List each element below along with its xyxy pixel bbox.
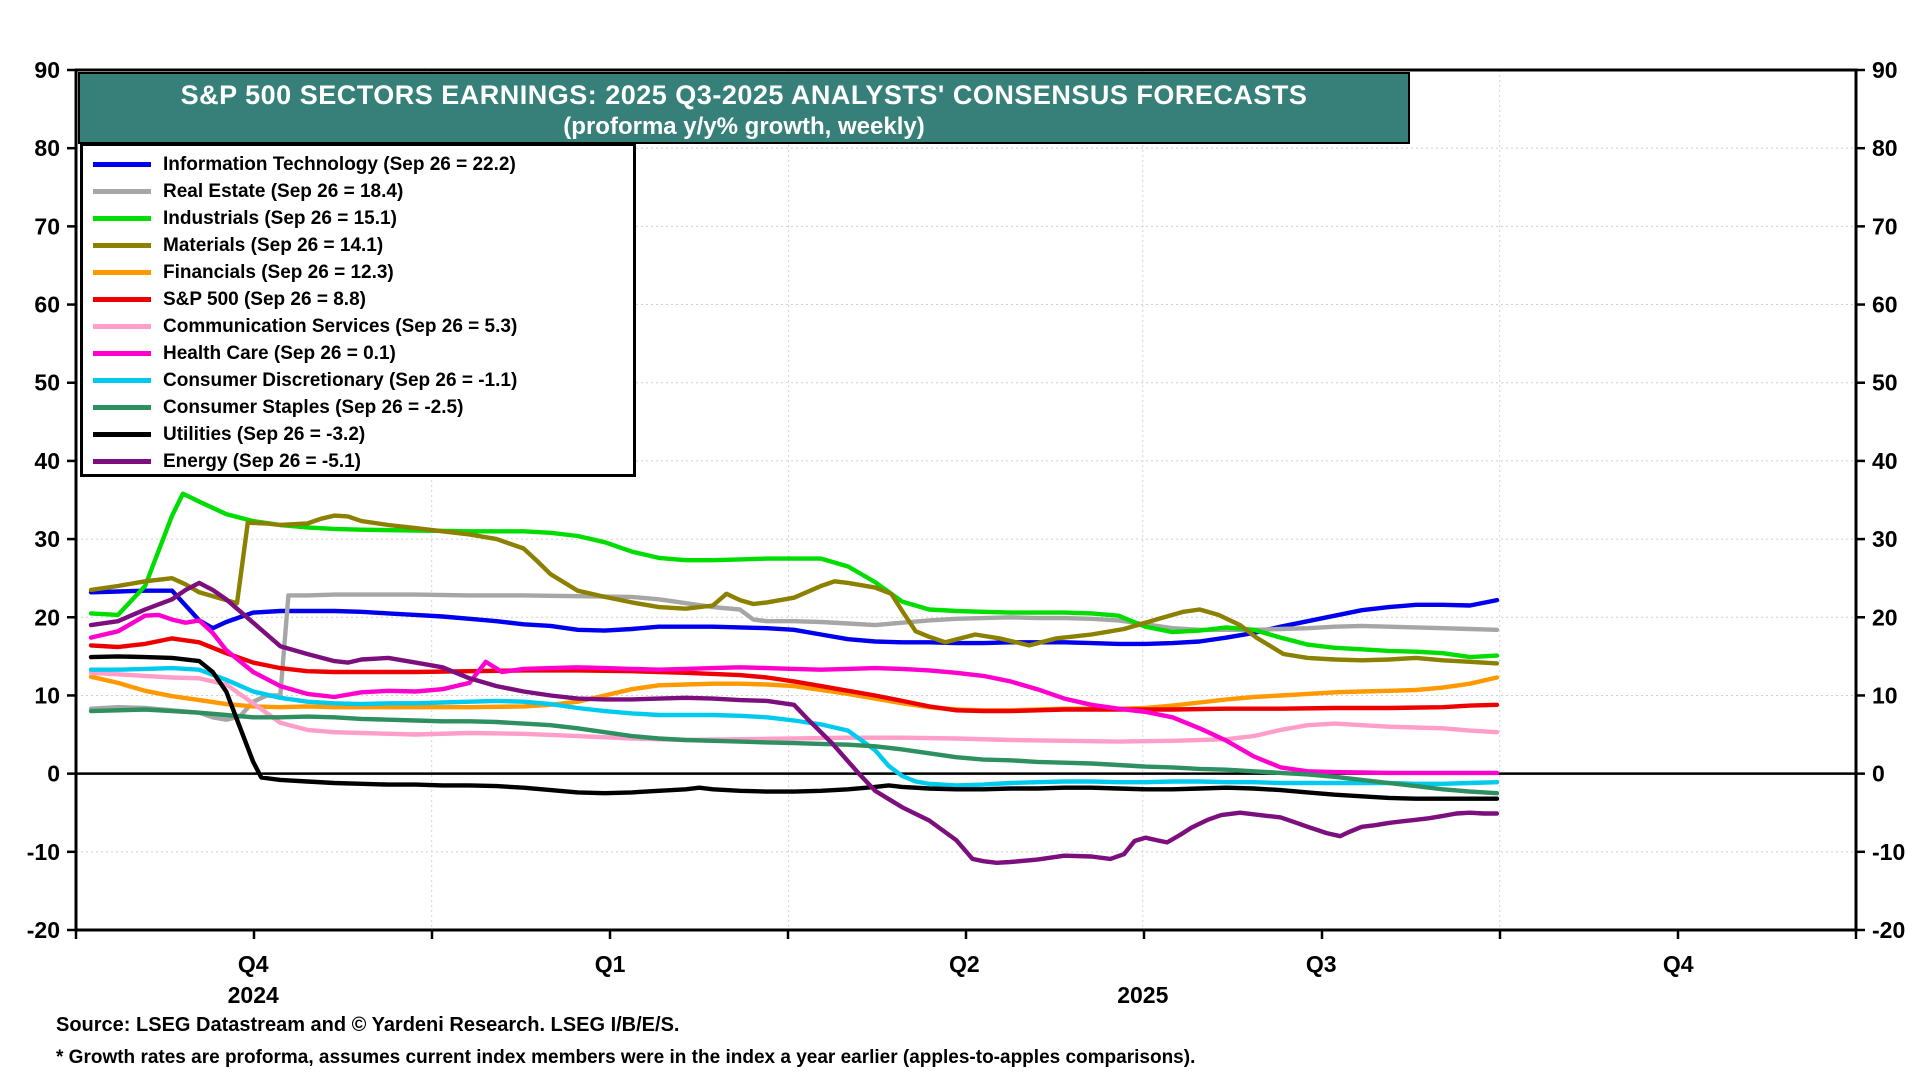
y-axis-label-left: 80	[34, 135, 60, 161]
legend-label: Financials (Sep 26 = 12.3)	[163, 261, 394, 283]
legend-item-industrials: Industrials (Sep 26 = 15.1)	[83, 205, 633, 232]
chart-title-banner: S&P 500 SECTORS EARNINGS: 2025 Q3-2025 A…	[78, 72, 1410, 144]
chart-subtitle: (proforma y/y% growth, weekly)	[563, 113, 925, 140]
y-axis-label-left: 0	[47, 761, 60, 787]
legend-color-swatch	[93, 162, 151, 167]
y-axis-label-right: 60	[1872, 292, 1898, 318]
legend-color-swatch	[93, 405, 151, 410]
y-axis-label-right: 0	[1872, 761, 1885, 787]
legend-label: Communication Services (Sep 26 = 5.3)	[163, 315, 518, 337]
y-axis-label-left: 90	[34, 57, 60, 83]
y-axis-label-left: 60	[34, 292, 60, 318]
legend-item-consumer-staples: Consumer Staples (Sep 26 = -2.5)	[83, 394, 633, 421]
legend-label: Materials (Sep 26 = 14.1)	[163, 234, 384, 256]
legend-label: Health Care (Sep 26 = 0.1)	[163, 342, 396, 364]
legend-label: Consumer Discretionary (Sep 26 = -1.1)	[163, 369, 518, 391]
y-axis-label-right: 90	[1872, 57, 1898, 83]
legend-color-swatch	[93, 216, 151, 221]
y-axis-label-right: -20	[1872, 917, 1905, 943]
y-axis-label-left: 50	[34, 370, 60, 396]
legend-color-swatch	[93, 351, 151, 356]
y-axis-label-right: 20	[1872, 604, 1898, 630]
y-axis-label-right: -10	[1872, 839, 1905, 865]
y-axis-label-left: -10	[27, 839, 60, 865]
x-axis-quarter-label: Q1	[595, 951, 626, 977]
x-axis-year-label: 2024	[228, 982, 279, 1008]
legend-item-health-care: Health Care (Sep 26 = 0.1)	[83, 340, 633, 367]
y-axis-label-right: 80	[1872, 135, 1898, 161]
y-axis-label-right: 40	[1872, 448, 1898, 474]
legend-label: Consumer Staples (Sep 26 = -2.5)	[163, 396, 464, 418]
legend-item-communication-services: Communication Services (Sep 26 = 5.3)	[83, 313, 633, 340]
series-line-s-p-500	[88, 636, 1500, 714]
series-line-industrials	[88, 491, 1500, 660]
legend-color-swatch	[93, 189, 151, 194]
legend-item-information-technology: Information Technology (Sep 26 = 22.2)	[83, 151, 633, 178]
x-axis-quarter-label: Q4	[238, 951, 269, 977]
series-line-utilities	[88, 654, 1500, 801]
legend-label: Energy (Sep 26 = -5.1)	[163, 450, 361, 472]
series-line-materials	[88, 513, 1500, 666]
legend-item-real-estate: Real Estate (Sep 26 = 18.4)	[83, 178, 633, 205]
legend-item-energy: Energy (Sep 26 = -5.1)	[83, 448, 633, 475]
legend-color-swatch	[93, 297, 151, 302]
y-axis-label-left: 70	[34, 213, 60, 239]
x-axis-quarter-label: Q2	[949, 951, 980, 977]
legend-label: Real Estate (Sep 26 = 18.4)	[163, 180, 404, 202]
y-axis-label-right: 10	[1872, 682, 1898, 708]
legend-item-financials: Financials (Sep 26 = 12.3)	[83, 259, 633, 286]
y-axis-label-left: 20	[34, 604, 60, 630]
legend-color-swatch	[93, 432, 151, 437]
y-axis-label-left: 30	[34, 526, 60, 552]
series-line-health-care	[88, 612, 1500, 776]
legend-label: Industrials (Sep 26 = 15.1)	[163, 207, 397, 229]
y-axis-label-left: -20	[27, 917, 60, 943]
series-line-consumer-staples	[88, 707, 1500, 796]
legend-label: Information Technology (Sep 26 = 22.2)	[163, 153, 516, 175]
series-line-financials	[88, 674, 1500, 713]
y-axis-label-right: 70	[1872, 213, 1898, 239]
y-axis-label-left: 40	[34, 448, 60, 474]
x-axis-year-label: 2025	[1117, 982, 1168, 1008]
legend-item-utilities: Utilities (Sep 26 = -3.2)	[83, 421, 633, 448]
y-axis-label-right: 50	[1872, 370, 1898, 396]
legend-color-swatch	[93, 324, 151, 329]
legend-item-consumer-discretionary: Consumer Discretionary (Sep 26 = -1.1)	[83, 367, 633, 394]
legend-color-swatch	[93, 243, 151, 248]
legend-label: Utilities (Sep 26 = -3.2)	[163, 423, 366, 445]
source-line: Source: LSEG Datastream and © Yardeni Re…	[56, 1014, 680, 1036]
chart-title: S&P 500 SECTORS EARNINGS: 2025 Q3-2025 A…	[180, 80, 1308, 110]
legend-label: S&P 500 (Sep 26 = 8.8)	[163, 288, 366, 310]
y-axis-label-left: 10	[34, 682, 60, 708]
series-line-communication-services	[88, 670, 1500, 744]
legend-item-materials: Materials (Sep 26 = 14.1)	[83, 232, 633, 259]
series-line-energy	[88, 580, 1500, 865]
x-axis-quarter-label: Q3	[1306, 951, 1337, 977]
y-axis-label-right: 30	[1872, 526, 1898, 552]
chart-legend: Information Technology (Sep 26 = 22.2) Re…	[80, 143, 636, 477]
legend-color-swatch	[93, 378, 151, 383]
series-line-real-estate	[88, 592, 1500, 722]
footnote-line: * Growth rates are proforma, assumes cur…	[56, 1047, 1196, 1068]
legend-color-swatch	[93, 459, 151, 464]
x-axis-quarter-label: Q4	[1663, 951, 1694, 977]
legend-color-swatch	[93, 270, 151, 275]
legend-item-s-p-500: S&P 500 (Sep 26 = 8.8)	[83, 286, 633, 313]
series-line-consumer-discretionary	[88, 665, 1500, 788]
